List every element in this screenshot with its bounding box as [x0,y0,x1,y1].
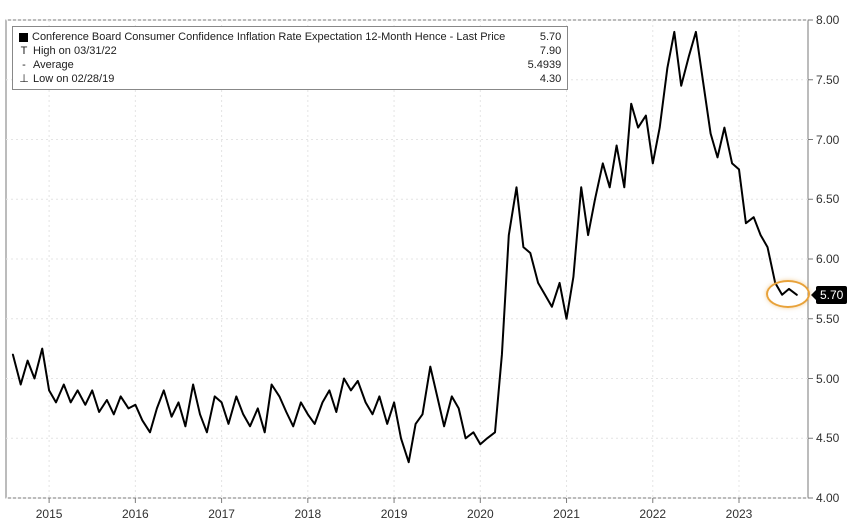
y-tick-label: 8.00 [816,13,848,27]
y-tick-label: 6.50 [816,192,848,206]
legend-low-label: Low on 02/28/19 [33,72,114,86]
legend-low-value: 4.30 [517,72,561,86]
x-tick-label: 2023 [726,507,753,521]
legend-row-low: ⊥ Low on 02/28/19 4.30 [19,72,561,86]
legend-high-value: 7.90 [517,44,561,58]
legend-box: Conference Board Consumer Confidence Inf… [12,26,568,90]
x-tick-label: 2018 [294,507,321,521]
legend-avg-value: 5.4939 [517,58,561,72]
x-tick-label: 2017 [208,507,235,521]
legend-row-series: Conference Board Consumer Confidence Inf… [19,30,561,44]
y-tick-label: 5.50 [816,312,848,326]
legend-series-value: 5.70 [517,30,561,44]
y-tick-label: 4.00 [816,491,848,505]
y-tick-label: 4.50 [816,431,848,445]
x-tick-label: 2020 [467,507,494,521]
x-tick-label: 2015 [36,507,63,521]
x-tick-label: 2019 [381,507,408,521]
y-tick-label: 5.00 [816,372,848,386]
y-tick-label: 7.50 [816,73,848,87]
x-tick-label: 2021 [553,507,580,521]
legend-row-avg: -Average 5.4939 [19,58,561,72]
last-price-flag: 5.70 [816,286,847,304]
y-tick-label: 7.00 [816,133,848,147]
legend-high-icon: T [19,46,29,56]
legend-low-icon: ⊥ [19,74,29,84]
x-tick-label: 2022 [639,507,666,521]
last-price-value: 5.70 [820,288,843,302]
legend-high-label: High on 03/31/22 [33,44,117,58]
legend-row-high: T High on 03/31/22 7.90 [19,44,561,58]
chart-container: Conference Board Consumer Confidence Inf… [0,0,848,525]
legend-avg-label: Average [33,58,74,72]
y-tick-label: 6.00 [816,252,848,266]
x-tick-label: 2016 [122,507,149,521]
legend-avg-icon: - [19,60,29,70]
legend-series-icon [19,33,28,42]
legend-series-label: Conference Board Consumer Confidence Inf… [32,30,505,44]
